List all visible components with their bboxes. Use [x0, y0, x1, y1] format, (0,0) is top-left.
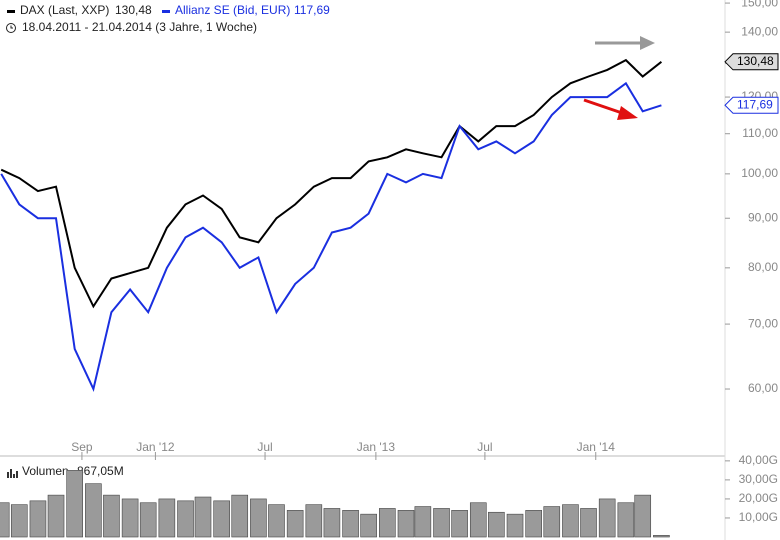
volume-bar	[305, 504, 323, 538]
price-line	[0, 58, 663, 309]
volume-bar	[323, 508, 341, 538]
volume-bar	[177, 500, 194, 538]
volume-bar	[414, 506, 432, 538]
volume-bar	[66, 470, 83, 538]
volume-bar	[342, 510, 359, 538]
volume-bar	[360, 513, 377, 538]
y-tick-label: 150,00	[741, 0, 778, 9]
clock-icon	[6, 23, 16, 33]
legend-value: 130,48	[115, 3, 152, 17]
volume-bar	[506, 513, 524, 538]
y-tick-label: 60,00	[748, 381, 778, 395]
last-value-label: 130,48	[737, 54, 774, 68]
volume-bar	[397, 510, 415, 538]
volume-bar	[250, 498, 267, 538]
volume-bar	[0, 502, 10, 538]
volume-bar	[598, 498, 616, 538]
legend-label: Allianz SE (Bid, EUR)	[175, 3, 290, 17]
x-tick-label: Jan '12	[136, 440, 175, 454]
volume-bar	[10, 504, 28, 538]
volume-bar	[634, 494, 652, 538]
y-tick-label: 70,00	[748, 316, 778, 330]
volume-bar	[562, 504, 579, 538]
volume-bar	[158, 498, 176, 538]
volume-bar	[379, 508, 396, 538]
y-tick-label: 100,00	[741, 166, 778, 180]
legend-label: DAX (Last, XXP)	[20, 3, 109, 17]
volume-bar	[653, 535, 670, 538]
volume-bar	[103, 494, 120, 538]
volume-bar	[543, 506, 561, 538]
last-value-box	[724, 96, 779, 114]
y-tick-label: 40,00G	[739, 453, 778, 467]
price-line	[0, 81, 662, 393]
x-tick-label: Jan '13	[357, 440, 396, 454]
x-tick-label: Jan '14	[577, 440, 616, 454]
x-tick-label: Jul	[257, 440, 272, 454]
last-value-label: 117,69	[737, 97, 773, 111]
volume-bar	[286, 510, 304, 538]
volume-bar	[139, 502, 157, 538]
volume-bar	[213, 500, 230, 538]
x-tick-label: Sep	[71, 440, 93, 454]
volume-label: Volumen	[22, 464, 69, 478]
y-tick-label: 80,00	[748, 260, 778, 274]
y-tick-label: 30,00G	[739, 472, 778, 486]
volume-value: 867,05M	[77, 464, 124, 478]
y-tick-label: 140,00	[741, 24, 778, 38]
legend-value: 117,69	[294, 3, 330, 17]
volume-bar	[231, 494, 249, 538]
volume-bar	[525, 510, 542, 538]
y-tick-label: 20,00G	[739, 491, 778, 505]
legend-swatch	[7, 10, 15, 13]
volume-bar	[121, 498, 139, 538]
volume-bar	[194, 496, 212, 538]
clock-hand	[10, 25, 13, 29]
red-arrow	[583, 98, 638, 120]
volume-bar	[47, 494, 65, 538]
gray-arrow	[595, 36, 655, 50]
legend-swatch	[162, 10, 170, 13]
x-tick-label: Jul	[477, 440, 492, 454]
y-tick-label: 10,00G	[739, 510, 778, 524]
volume-bar	[488, 511, 505, 538]
volume-bar	[85, 483, 102, 538]
volume-bar	[433, 508, 450, 538]
y-tick-label: 110,00	[742, 126, 778, 140]
volume-icon	[7, 469, 18, 478]
volume-bar	[617, 502, 635, 538]
last-value-box	[724, 53, 779, 71]
volume-bar	[451, 510, 468, 538]
y-tick-label: 90,00	[748, 210, 778, 224]
volume-bar	[580, 508, 597, 538]
volume-bar	[469, 502, 487, 538]
subtitle: 18.04.2011 - 21.04.2014 (3 Jahre, 1 Woch…	[22, 20, 257, 34]
volume-bar	[29, 500, 47, 538]
volume-bar	[268, 504, 285, 538]
